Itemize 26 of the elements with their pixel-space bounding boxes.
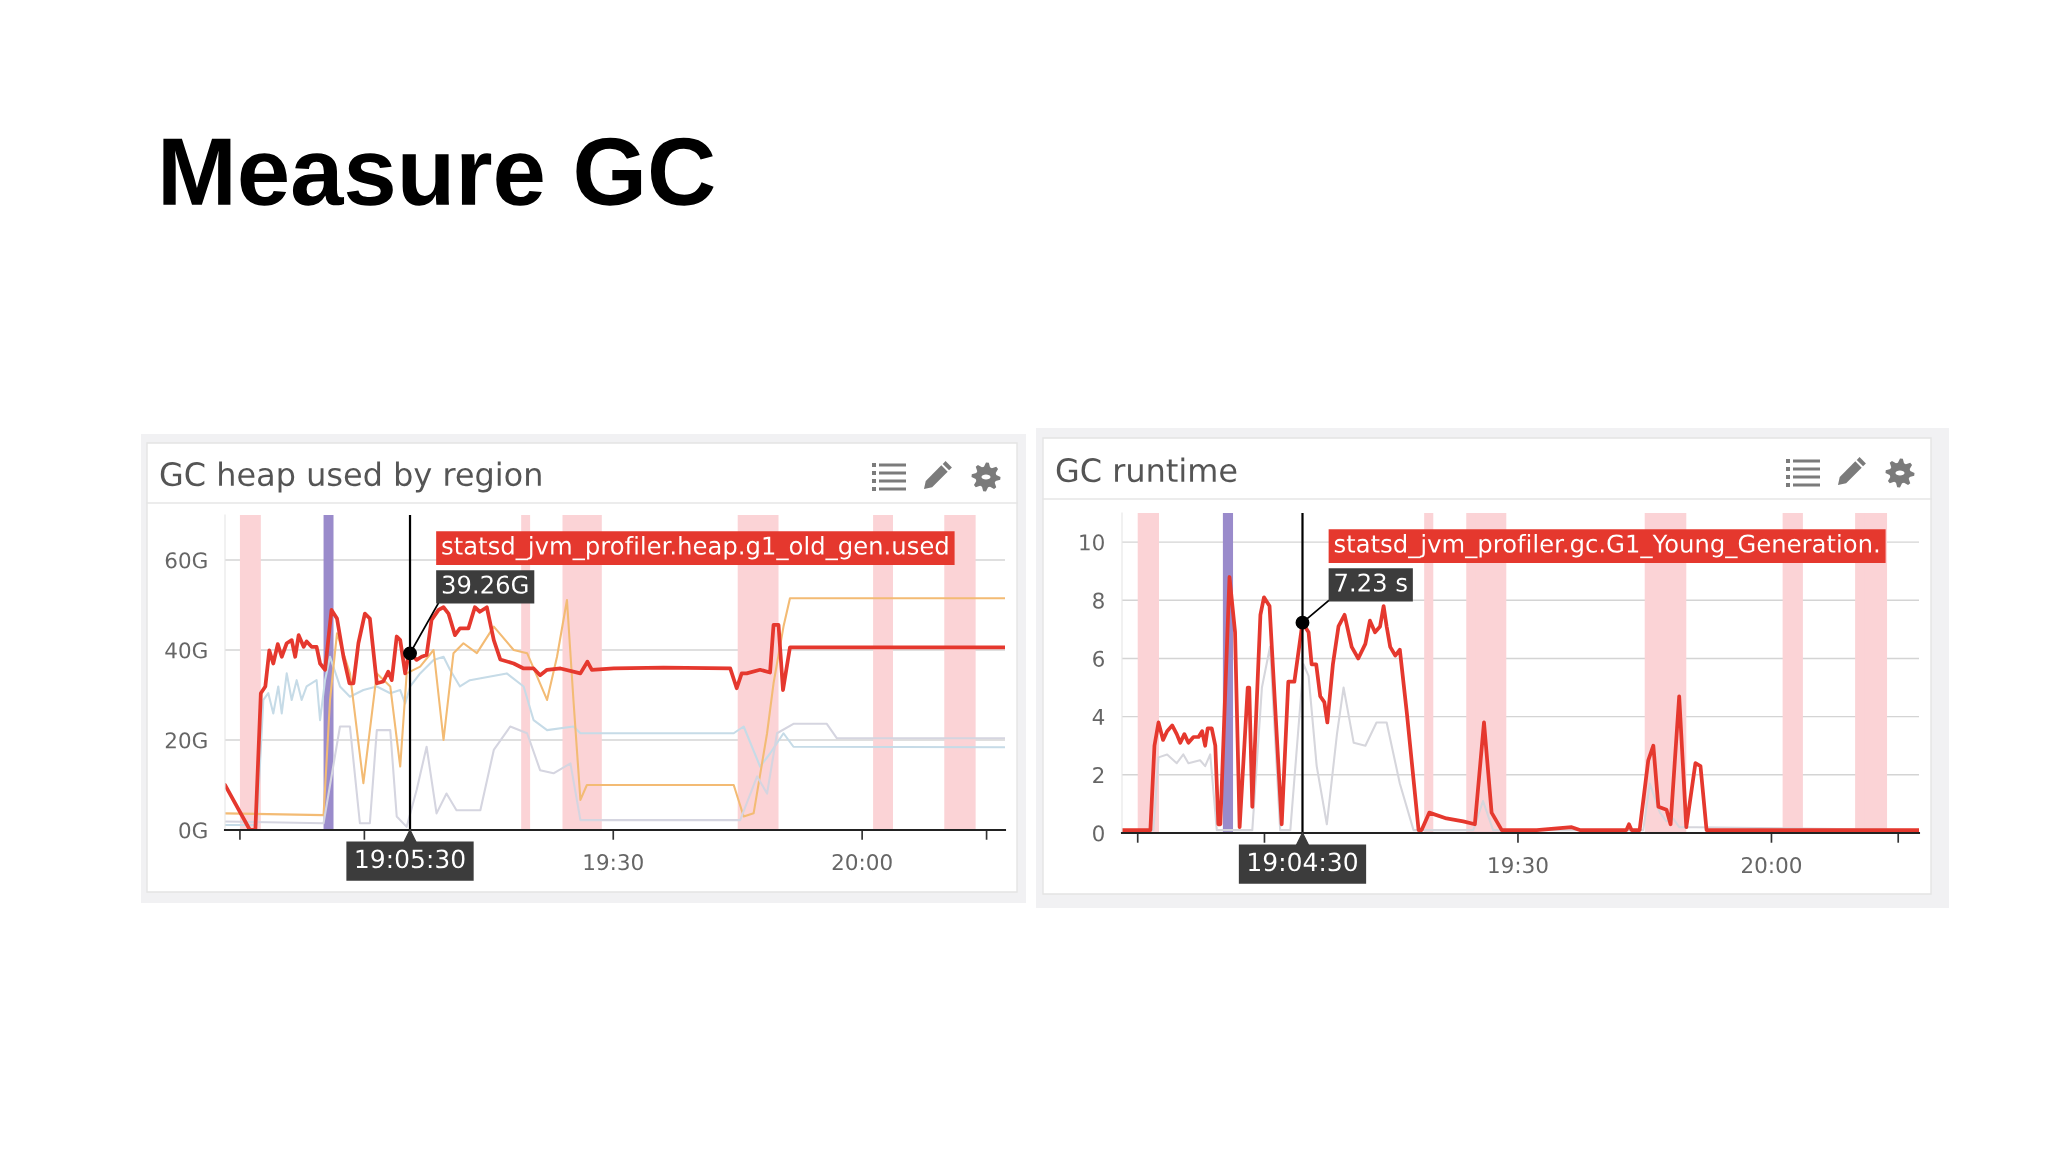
y-tick-label: 0G xyxy=(179,822,207,839)
line-series xyxy=(225,722,1005,828)
y-tick-label: 10 xyxy=(1080,534,1104,551)
ref-line-label: 19:04:30 xyxy=(1249,852,1357,872)
annotation: 7.23 s xyxy=(1335,573,1407,592)
text: statsd_jvm_profiler.gc.G1_Young_Generation. xyxy=(1334,534,1879,559)
y-tick-label: 40G xyxy=(165,642,207,659)
y-tick-label: 20G xyxy=(165,732,207,749)
line-series xyxy=(225,655,1005,827)
y-tick-label: 60G xyxy=(165,552,207,569)
x-tick-label: 19:30 xyxy=(1489,856,1548,874)
text: Measure GC xyxy=(163,137,714,206)
chart-title: GC heap used by region xyxy=(160,461,541,493)
annotation: 39.26G xyxy=(442,575,528,594)
y-tick-label: 6 xyxy=(1093,650,1104,667)
x-tick-label: 20:00 xyxy=(1742,856,1802,874)
x-tick-label: 20:00 xyxy=(832,853,892,871)
y-tick-label: 2 xyxy=(1093,767,1104,783)
x-tick-label: 19:30 xyxy=(584,853,643,871)
line-series xyxy=(1122,575,1919,832)
series-label: statsd_jvm_profiler.heap.g1_old_gen.used xyxy=(442,536,948,561)
y-tick-label: 8 xyxy=(1093,592,1104,609)
y-tick-label: 0 xyxy=(1093,825,1104,842)
y-tick-label: 4 xyxy=(1092,709,1105,725)
chart-title: GC runtime xyxy=(1056,457,1237,483)
ref-line-label: 19:05:30 xyxy=(356,849,465,869)
